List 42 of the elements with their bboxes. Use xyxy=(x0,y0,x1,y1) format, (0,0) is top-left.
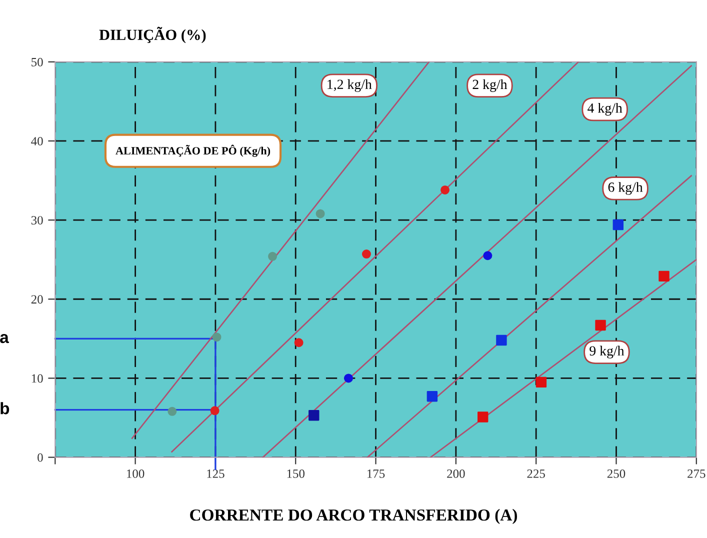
y-tick-label: 40 xyxy=(31,136,43,146)
series-label: 1,2 kg/h xyxy=(328,79,372,92)
point xyxy=(612,219,624,230)
y-tick-label: 0 xyxy=(38,453,43,462)
ref-line-label: a xyxy=(0,334,9,344)
point xyxy=(316,209,325,218)
y-tick-label: 30 xyxy=(31,216,43,224)
point xyxy=(658,270,670,282)
point xyxy=(294,338,304,348)
point xyxy=(210,406,220,416)
x-axis-title: CORRENTE DO ARCO TRANSFERIDO (A) xyxy=(190,508,517,524)
point xyxy=(168,406,177,416)
point xyxy=(478,412,488,422)
ref-line-label: b xyxy=(0,402,10,414)
x-tick-label: 225 xyxy=(527,470,545,478)
series-label: 6 kg/h xyxy=(608,182,643,195)
x-tick-label: 200 xyxy=(447,469,465,478)
y-axis-title: DILUIÇÃO (%) xyxy=(99,26,206,44)
series-label: 9 kg/h xyxy=(590,346,624,358)
point xyxy=(308,410,320,421)
x-tick-label: 275 xyxy=(688,470,706,478)
point xyxy=(212,332,222,342)
series-label: 4 kg/h xyxy=(588,102,622,116)
x-tick-label: 125 xyxy=(207,470,224,478)
x-tick-label: 100 xyxy=(127,469,144,478)
point xyxy=(595,320,606,331)
series-label: 2 kg/h xyxy=(472,79,508,92)
point xyxy=(362,250,371,259)
x-tick-label: 250 xyxy=(607,469,626,478)
y-tick-label: 10 xyxy=(32,374,43,383)
point xyxy=(496,334,507,346)
x-tick-label: 150 xyxy=(287,469,305,478)
y-tick-label: 20 xyxy=(31,295,43,304)
y-tick-label: 50 xyxy=(32,58,43,66)
point xyxy=(536,376,547,388)
point xyxy=(483,251,492,260)
point xyxy=(440,185,450,194)
point xyxy=(344,374,354,383)
annotation: ALIMENTAÇÃO DE PÔ (Kg/h) xyxy=(116,144,270,157)
point xyxy=(426,391,438,402)
x-tick-label: 175 xyxy=(367,470,385,478)
point xyxy=(268,252,278,261)
